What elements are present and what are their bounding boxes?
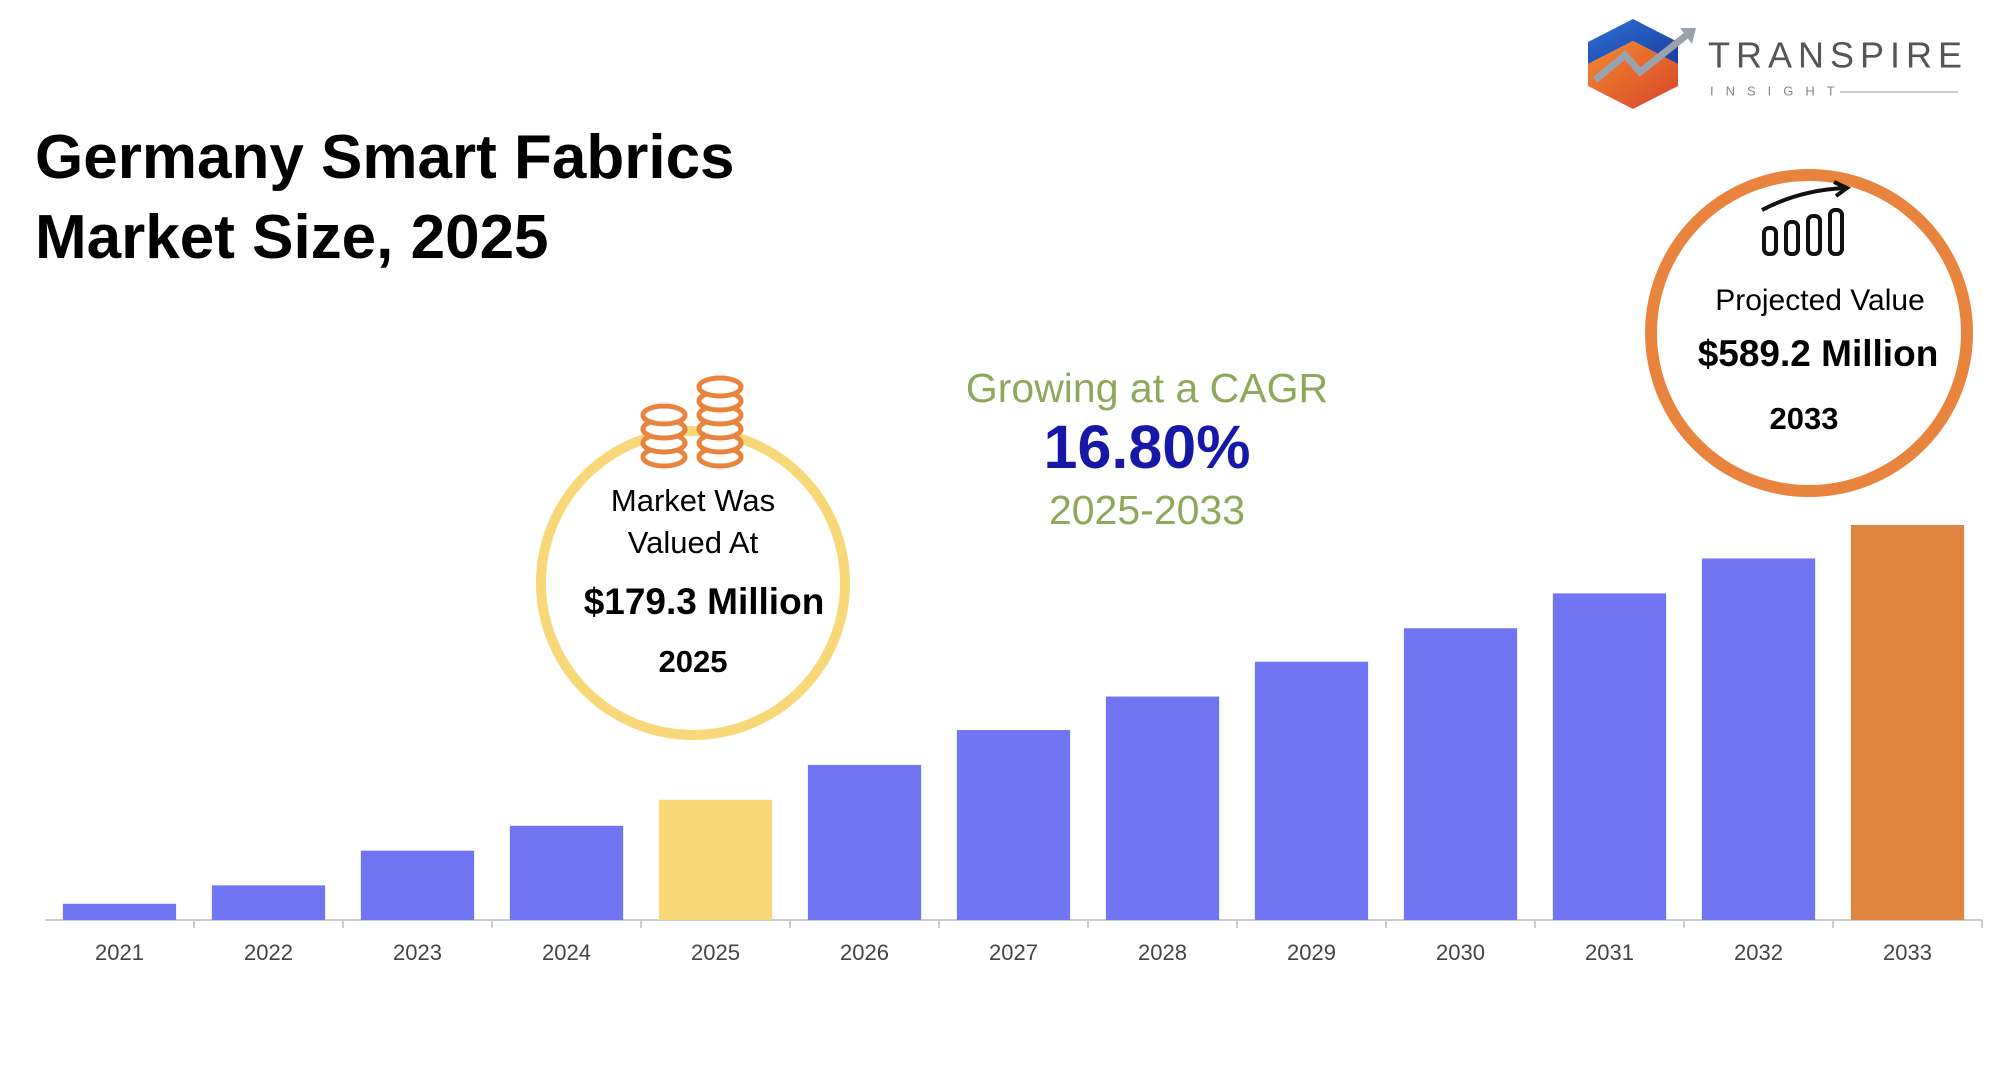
x-tick-label: 2023 bbox=[393, 940, 442, 965]
x-tick-label: 2026 bbox=[840, 940, 889, 965]
x-tick-label: 2021 bbox=[95, 940, 144, 965]
coins-icon bbox=[640, 375, 744, 469]
x-tick-label: 2028 bbox=[1138, 940, 1187, 965]
x-tick-label: 2025 bbox=[691, 940, 740, 965]
cagr-rate: 16.80% bbox=[1044, 413, 1251, 481]
logo-icon bbox=[1588, 19, 1696, 109]
start-text: Valued At bbox=[628, 525, 759, 560]
logo-name: TRANSPIRE bbox=[1708, 35, 1968, 76]
bar bbox=[62, 903, 177, 920]
start-year: 2025 bbox=[659, 644, 728, 679]
bar bbox=[509, 825, 624, 920]
bar bbox=[1105, 696, 1220, 920]
x-tick-label: 2033 bbox=[1883, 940, 1932, 965]
bar bbox=[807, 764, 922, 920]
x-tick-label: 2031 bbox=[1585, 940, 1634, 965]
end-circle bbox=[1645, 169, 1973, 497]
logo-tagline: INSIGHT bbox=[1710, 83, 1847, 98]
end-year: 2033 bbox=[1770, 401, 1839, 436]
cagr-period: 2025-2033 bbox=[1049, 487, 1245, 533]
x-tick-label: 2022 bbox=[244, 940, 293, 965]
start-circle bbox=[536, 426, 850, 740]
bar bbox=[956, 730, 1071, 920]
x-tick-label: 2027 bbox=[989, 940, 1038, 965]
x-tick-label: 2032 bbox=[1734, 940, 1783, 965]
bar bbox=[1403, 628, 1518, 920]
bar bbox=[211, 885, 326, 920]
bar bbox=[1701, 558, 1816, 920]
bar bbox=[1254, 661, 1369, 920]
cagr-text: Growing at a CAGR bbox=[966, 365, 1328, 411]
chart-title: Germany Smart Fabrics Market Size, 2025 bbox=[35, 123, 735, 272]
start-text: Market Was bbox=[611, 483, 775, 518]
x-tick-label: 2024 bbox=[542, 940, 591, 965]
x-tick-label: 2030 bbox=[1436, 940, 1485, 965]
bar bbox=[360, 850, 475, 920]
bar bbox=[1850, 525, 1965, 920]
end-value: $589.2 Million bbox=[1698, 333, 1939, 374]
start-value: $179.3 Million bbox=[584, 581, 825, 622]
bar bbox=[658, 799, 773, 920]
x-tick-label: 2029 bbox=[1287, 940, 1336, 965]
bar bbox=[1552, 593, 1667, 920]
growth-icon bbox=[1761, 180, 1851, 256]
end-text: Projected Value bbox=[1715, 284, 1925, 317]
